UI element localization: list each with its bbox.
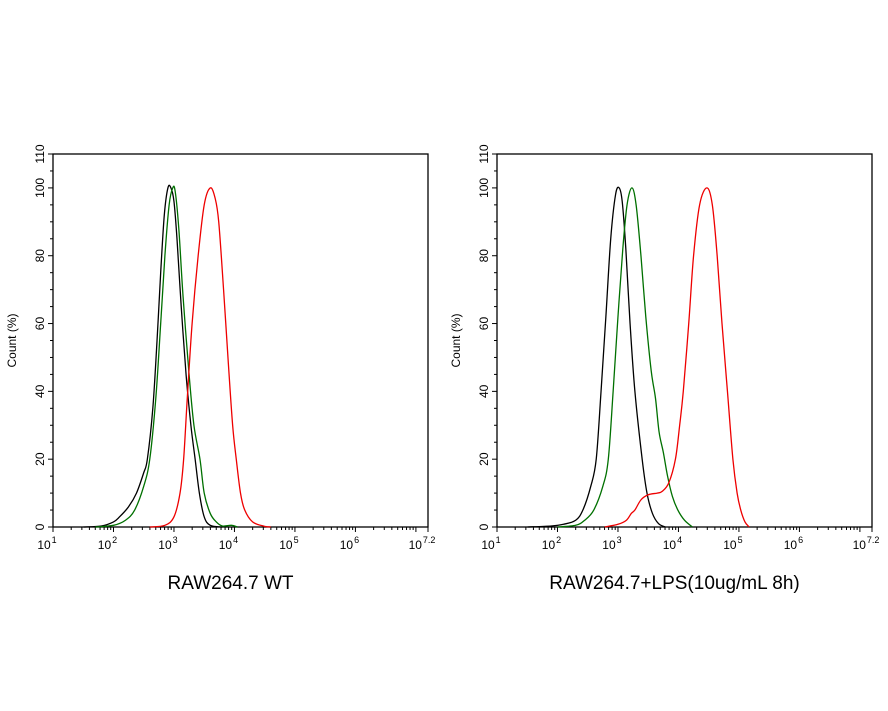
y-tick-label: 60 [477,317,491,331]
y-tick-label: 110 [477,144,491,163]
y-tick-label: 80 [477,249,491,263]
histogram-series-2 [95,185,238,528]
x-tick-label: 104 [219,535,238,552]
chart-panel-1: 0 20 40 60 80 100 110 Count (%) 101 102 103 104 105 1… [5,144,435,594]
x-tick-label: 105 [723,535,742,552]
chart-title: RAW264.7+LPS(10ug/mL 8h) [549,573,799,594]
x-tick-label: 106 [784,535,803,552]
x-tick-label: 101 [37,535,56,552]
y-tick-label: 60 [33,317,47,331]
histogram-series-1 [527,186,666,528]
plot-frame [52,153,429,528]
y-tick-label: 0 [33,523,47,530]
chart-panel-2: 0 20 40 60 80 100 110 Count (%) 101 102 103 104 105 1… [449,144,879,594]
x-tick-label: 104 [663,535,682,552]
x-tick-label: 105 [279,535,298,552]
histogram-series-3 [604,187,750,528]
y-tick-label: 110 [33,144,47,163]
y-tick-label: 80 [33,249,47,263]
x-tick-label: 101 [481,535,500,552]
x-tick-label: 103 [158,535,177,552]
histogram-series-3 [149,187,271,528]
histogram-series-1 [83,184,223,528]
y-tick-label: 40 [33,384,47,398]
y-tick-label: 20 [33,452,47,466]
x-tick-label: 102 [98,535,117,552]
plot-frame [496,153,873,528]
y-tick-label: 100 [33,178,47,198]
x-tick-label: 102 [542,535,561,552]
x-tick-label: 106 [340,535,359,552]
y-axis-label: Count (%) [449,313,463,367]
y-tick-label: 100 [477,178,491,198]
y-tick-label: 20 [477,452,491,466]
y-tick-label: 40 [477,384,491,398]
y-tick-label: 0 [477,523,491,530]
x-tick-label: 107.2 [409,535,436,552]
chart-title: RAW264.7 WT [168,573,294,594]
x-tick-label: 107.2 [853,535,880,552]
x-tick-label: 103 [602,535,621,552]
y-axis-label: Count (%) [5,313,19,367]
histogram-series-2 [557,187,693,528]
